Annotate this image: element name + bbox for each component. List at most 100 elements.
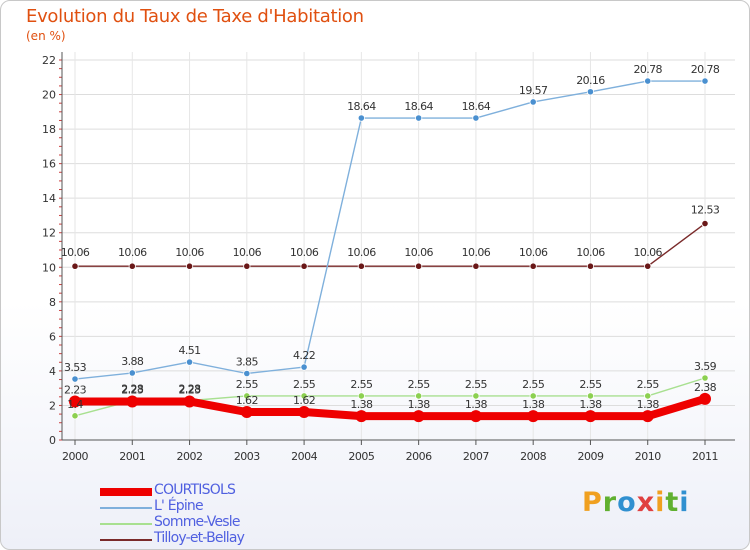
- data-label: 10.06: [118, 246, 147, 259]
- data-point: [469, 410, 482, 423]
- data-point: [412, 410, 425, 423]
- x-tick-label: 2010: [635, 450, 661, 463]
- data-label: 1.38: [465, 398, 488, 411]
- data-point: [355, 410, 368, 423]
- series-line: [75, 395, 707, 421]
- x-tick-label: 2002: [177, 450, 203, 463]
- y-tick-label: 10: [42, 261, 56, 274]
- data-point: [529, 262, 537, 270]
- x-tick-label: 2006: [406, 450, 432, 463]
- logo-letter: i: [655, 487, 666, 518]
- x-tick-label: 2009: [577, 450, 603, 463]
- y-tick-label: 14: [42, 192, 56, 205]
- data-point: [644, 77, 652, 85]
- data-point: [415, 262, 423, 270]
- chart-subtitle: (en %): [26, 29, 66, 43]
- data-label: 1.38: [579, 398, 602, 411]
- data-point: [644, 262, 652, 270]
- data-label: 2.55: [579, 378, 602, 391]
- data-point: [529, 392, 537, 400]
- data-point: [240, 406, 253, 419]
- data-point: [128, 262, 136, 270]
- y-tick-label: 4: [49, 365, 56, 378]
- data-label: 2.55: [236, 378, 259, 391]
- proxiti-logo: Proxiti: [582, 487, 690, 518]
- data-point: [699, 392, 711, 405]
- data-label: 20.16: [576, 74, 605, 87]
- x-tick-label: 2005: [348, 450, 374, 463]
- data-label: 3.53: [64, 361, 87, 374]
- data-point: [529, 98, 537, 106]
- x-tick-label: 2001: [119, 450, 145, 463]
- y-tick-label: 22: [42, 54, 56, 67]
- legend-swatch-somme-vesle: [100, 523, 152, 525]
- data-point: [300, 262, 308, 270]
- logo-letter: r: [602, 487, 618, 518]
- data-label: 1.38: [522, 398, 545, 411]
- data-point: [128, 369, 136, 377]
- data-label: 4.22: [293, 349, 315, 362]
- data-point: [701, 219, 709, 228]
- x-tick-label: 2007: [463, 450, 489, 463]
- legend-label: Tilloy-et-Bellay: [154, 530, 245, 546]
- data-label: 10.06: [519, 246, 548, 259]
- data-point: [641, 410, 654, 423]
- data-point: [243, 262, 251, 270]
- series-line: [74, 80, 705, 380]
- legend-label: Somme-Vesle: [154, 514, 240, 530]
- data-label: 20.78: [633, 63, 662, 76]
- data-point: [586, 262, 595, 270]
- data-label: 10.06: [290, 246, 319, 259]
- y-tick-label: 0: [49, 434, 56, 447]
- series-line: [75, 223, 706, 267]
- logo-letter: i: [679, 487, 690, 518]
- data-label: 10.06: [404, 246, 433, 259]
- data-point: [300, 392, 308, 400]
- data-label: 10.06: [347, 246, 376, 259]
- data-label: 2.23: [121, 383, 144, 396]
- data-label: 19.57: [519, 84, 548, 97]
- data-label: 3.88: [121, 355, 144, 368]
- data-label: 2.55: [408, 378, 431, 391]
- data-point: [527, 410, 540, 423]
- data-label: 18.64: [462, 100, 491, 113]
- data-point: [357, 392, 365, 400]
- data-point: [185, 262, 194, 270]
- data-point: [183, 395, 196, 408]
- data-label: 2.55: [293, 378, 316, 391]
- data-point: [644, 392, 652, 400]
- y-tick-label: 16: [42, 158, 56, 171]
- data-point: [415, 114, 423, 122]
- data-point: [357, 114, 365, 122]
- data-point: [584, 410, 597, 423]
- data-point: [69, 395, 81, 408]
- data-label: 2.38: [694, 381, 717, 394]
- data-label: 3.59: [694, 360, 717, 373]
- data-label: 2.28: [121, 383, 144, 396]
- data-label: 4.51: [178, 344, 200, 357]
- data-label: 18.64: [347, 100, 376, 113]
- data-point: [586, 88, 595, 96]
- y-tick-label: 6: [49, 330, 56, 343]
- data-label: 1.62: [236, 394, 258, 407]
- data-label: 1.38: [350, 398, 373, 411]
- data-label: 10.06: [175, 246, 204, 259]
- data-label: 2.23: [178, 383, 201, 396]
- data-label: 1.38: [408, 398, 431, 411]
- legend-label: COURTISOLS: [154, 482, 236, 498]
- data-label: 3.85: [236, 356, 259, 369]
- data-label: 2.55: [637, 378, 660, 391]
- data-point: [298, 406, 311, 419]
- x-tick-label: 2011: [692, 450, 718, 463]
- data-point: [71, 262, 79, 270]
- data-label: 2.28: [178, 383, 201, 396]
- data-point: [701, 374, 709, 382]
- data-point: [71, 412, 79, 420]
- logo-letter: P: [582, 487, 603, 518]
- data-point: [415, 392, 423, 400]
- x-tick-label: 2008: [520, 450, 546, 463]
- data-label: 10.06: [61, 246, 90, 259]
- legend-label: L' Épine: [154, 498, 204, 514]
- data-point: [126, 395, 139, 408]
- data-label: 10.06: [233, 246, 262, 259]
